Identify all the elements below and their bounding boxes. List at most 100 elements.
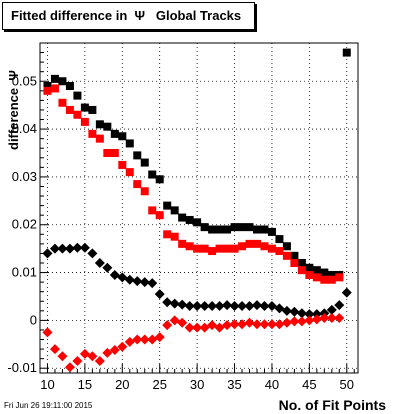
data-point-square [125, 168, 134, 177]
grid-lines [40, 43, 358, 373]
data-point-diamond [237, 301, 248, 312]
data-point-square [305, 263, 314, 272]
data-point-square [327, 270, 336, 279]
data-point-diamond [177, 299, 188, 310]
data-point-diamond [87, 351, 98, 362]
data-point-square [252, 225, 261, 234]
data-point-square [148, 206, 157, 215]
data-point-square [305, 270, 314, 279]
data-point-diamond [229, 319, 240, 330]
data-point-square [223, 244, 232, 253]
data-point-diamond [132, 334, 143, 345]
data-point-square [290, 259, 299, 267]
data-point-diamond [162, 320, 173, 331]
data-point-diamond [266, 319, 277, 330]
data-point-square [335, 273, 344, 282]
data-point-square [50, 84, 59, 93]
data-point-diamond [251, 300, 262, 311]
data-point-square [193, 244, 202, 253]
data-point-diamond [169, 315, 180, 326]
data-point-square [230, 223, 239, 232]
data-point-square [103, 149, 112, 157]
data-point-diamond [64, 362, 75, 373]
data-point-diamond [289, 306, 300, 317]
data-point-diamond [102, 347, 113, 358]
data-point-square [73, 110, 82, 119]
data-point-square [118, 132, 127, 141]
data-point-square [312, 266, 321, 275]
data-point-square [163, 230, 172, 239]
data-point-square [155, 211, 164, 220]
data-point-square [267, 244, 276, 253]
data-point-diamond [64, 243, 75, 254]
data-point-square [133, 180, 142, 189]
data-point-square [245, 223, 254, 232]
data-point-square [185, 215, 194, 224]
data-point-square [118, 160, 127, 169]
y-tick-label: 0.02 [12, 217, 37, 232]
data-point-diamond [199, 301, 210, 312]
footer-timestamp: Fri Jun 26 19:11:00 2015 [4, 401, 93, 410]
data-point-diamond [259, 301, 270, 312]
data-point-diamond [304, 315, 315, 326]
data-point-diamond [49, 344, 60, 355]
plot-frame [39, 42, 359, 374]
data-point-diamond [266, 301, 277, 312]
data-point-diamond [139, 334, 150, 345]
data-point-diamond [274, 303, 285, 314]
data-point-square [140, 158, 149, 167]
data-point-diamond [207, 320, 218, 331]
data-point-diamond [132, 276, 143, 287]
data-point-square [88, 129, 97, 138]
data-point-diamond [124, 274, 135, 285]
data-point-diamond [281, 317, 292, 328]
data-point-square [110, 129, 119, 138]
data-point-square [58, 98, 67, 107]
data-point-square [297, 259, 306, 267]
data-point-square [275, 247, 284, 256]
x-tick-label: 10 [40, 377, 54, 392]
x-axis-label: No. of Fit Points [278, 397, 386, 413]
data-point-square [125, 139, 134, 148]
data-point-diamond [94, 356, 105, 367]
data-point-diamond [42, 327, 53, 338]
x-tick-label: 35 [227, 377, 241, 392]
data-point-diamond [274, 319, 285, 330]
data-point-square [275, 235, 284, 244]
data-point-square [230, 244, 239, 253]
x-tick-label: 50 [340, 377, 354, 392]
data-point-diamond [124, 336, 135, 347]
data-point-diamond [334, 313, 345, 323]
y-tick-label: 0.04 [12, 121, 37, 136]
title-box: Fitted difference in Ψ Global Tracks [2, 2, 255, 30]
data-point-diamond [237, 319, 248, 330]
data-point-square [170, 206, 179, 215]
series-2 [42, 242, 352, 320]
data-point-square [185, 242, 194, 251]
data-point-square [252, 239, 261, 248]
data-point-diamond [207, 301, 218, 312]
data-markers [42, 48, 352, 373]
data-point-diamond [57, 243, 68, 254]
x-tick-label: 20 [115, 377, 129, 392]
data-point-diamond [244, 317, 255, 328]
data-point-diamond [311, 309, 322, 320]
data-point-square [342, 48, 351, 57]
data-point-diamond [184, 301, 195, 312]
data-point-square [95, 134, 104, 143]
data-point-square [58, 77, 67, 86]
data-point-diamond [296, 308, 307, 319]
data-point-square [163, 201, 172, 210]
data-point-diamond [192, 322, 203, 333]
data-point-diamond [222, 300, 233, 311]
data-point-square [155, 175, 164, 184]
x-tick-label: 30 [190, 377, 204, 392]
data-point-square [245, 239, 254, 248]
axes: 10 15 20 25 30 35 40 45 50 -0.01 0 0.01 0.02 0.03 0.04… [7, 42, 359, 392]
data-point-diamond [72, 356, 83, 367]
data-point-square [200, 244, 209, 253]
data-point-diamond [326, 304, 337, 315]
data-point-diamond [311, 314, 322, 325]
data-point-square [193, 218, 202, 227]
